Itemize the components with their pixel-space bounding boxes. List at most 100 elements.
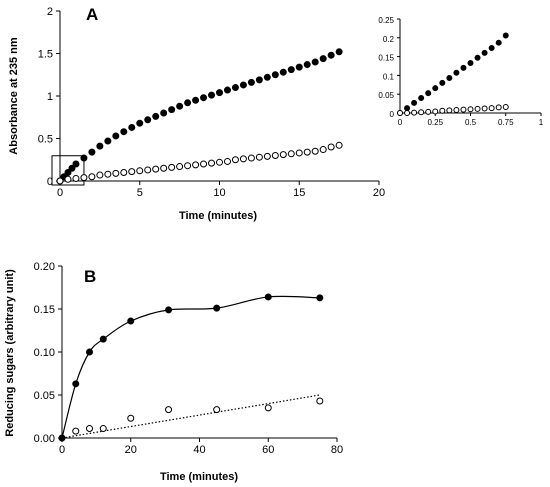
panel-a-inset-filled-point <box>453 69 460 76</box>
panel-a-open-point <box>80 174 88 182</box>
panel-b-open-point <box>99 425 107 433</box>
panel-a-inset-y-tick-label: 0.2 <box>383 35 395 44</box>
panel-a-letter: A <box>86 5 98 24</box>
panel-a-filled-point <box>295 63 303 71</box>
panel-a-open-point <box>72 174 80 182</box>
panel-b-y-tick-label: 0.05 <box>34 390 55 402</box>
panel-a-filled-point <box>192 96 200 104</box>
panel-a-open-point <box>255 153 263 161</box>
panel-a-inset-open-point <box>474 105 481 112</box>
panel-a-inset-y-tick-label: 0 <box>390 110 395 119</box>
panel-a-filled-point <box>72 160 80 168</box>
panel-a-inset-x-tick-label: 0.5 <box>465 118 477 127</box>
panel-b-open-point <box>316 397 324 405</box>
panel-b-x-tick-label: 0 <box>59 444 65 456</box>
panel-a-inset-filled-point <box>474 54 481 61</box>
panel-a-inset-filled-point <box>418 94 425 101</box>
panel-a-open-point <box>327 143 335 151</box>
panel-a-open-point <box>231 156 239 164</box>
panel-a-inset-chart: 0 0.25 0.5 0.75 1 0 0.05 0.1 0.15 0.2 0.25 <box>378 16 543 127</box>
panel-a-filled-point <box>279 68 287 76</box>
panel-a-filled-point <box>128 123 136 131</box>
panel-b-open-point <box>264 404 272 412</box>
panel-b-data-points <box>58 293 324 442</box>
panel-a-inset-x-tick-label: 0.75 <box>498 118 514 127</box>
panel-a-open-point <box>128 168 136 176</box>
panel-a-open-point <box>216 158 223 166</box>
panel-b-open-point <box>127 414 135 422</box>
panel-a-inset-open-point <box>397 110 403 116</box>
panel-a-open-point <box>176 163 184 171</box>
panel-a-open-point <box>223 157 231 165</box>
panel-a-inset-open-point <box>432 108 439 115</box>
panel-a-inset-filled-point <box>432 85 439 92</box>
panel-a-inset-y-tick-label: 0.1 <box>383 72 395 81</box>
panel-a-inset-filled-point <box>488 44 495 51</box>
panel-a-filled-point <box>176 102 184 110</box>
panel-a-filled-point <box>327 51 335 59</box>
panel-a-filled-point <box>216 89 223 97</box>
panel-a-inset-open-point <box>439 107 446 114</box>
panel-a-open-point <box>112 169 120 177</box>
panel-a-filled-point <box>104 137 112 145</box>
panel-a-filled-point <box>112 132 120 140</box>
panel-a-filled-point <box>68 164 76 172</box>
panel-a-inset-filled-point <box>467 59 474 66</box>
panel-a-open-point <box>136 167 144 175</box>
panel-a-inset-filled-point <box>495 39 502 46</box>
panel-b-x-tick-label: 20 <box>125 444 137 456</box>
panel-b-y-tick-label: 0.15 <box>34 304 55 316</box>
panel-a-chart: A 0 5 10 15 20 0 0.5 1 1.5 2 Time (minutes) Absor… <box>8 5 385 222</box>
panel-a-open-point <box>96 171 104 179</box>
panel-a-open-point <box>160 164 168 172</box>
panel-b-filled-point <box>99 335 107 343</box>
panel-a-inset-y-tick-label: 0.25 <box>378 16 394 25</box>
panel-a-inset-filled-point <box>404 105 411 112</box>
panel-a-filled-point <box>208 91 216 99</box>
panel-a-open-point <box>303 148 311 156</box>
panel-b-axes <box>58 265 338 442</box>
panel-a-filled-point <box>96 142 104 150</box>
panel-b-y-axis-label: Reducing sugars (arbitrary unit) <box>4 269 16 437</box>
panel-b-filled-point <box>264 293 272 301</box>
panel-b-x-tick-label: 60 <box>262 444 274 456</box>
panel-b-filled-point <box>127 317 135 325</box>
panel-b-open-point <box>86 425 93 433</box>
panel-a-inset-x-tick-label: 0.25 <box>427 118 443 127</box>
panel-a-open-point <box>335 141 343 149</box>
panel-a-y-tick-label: 0.5 <box>38 134 53 146</box>
panel-a-filled-point <box>160 109 168 117</box>
panel-b-open-point <box>165 406 173 414</box>
panel-a-filled-point <box>239 81 247 89</box>
panel-a-open-point <box>247 154 255 162</box>
panel-a-filled-point <box>200 94 208 102</box>
panel-a-inset-data-points <box>397 32 509 116</box>
panel-a-open-point <box>200 160 208 168</box>
panel-a-inset-open-point <box>418 109 425 116</box>
panel-a-inset-axes <box>397 18 542 116</box>
panel-a-inset-y-tick-label: 0.15 <box>378 54 394 63</box>
panel-a-open-point <box>120 169 128 176</box>
panel-a-inset-filled-point <box>460 64 467 71</box>
panel-a-zoom-box <box>51 155 85 186</box>
panel-a-inset-y-tick-label: 0.05 <box>378 91 394 100</box>
panel-a-open-point <box>208 159 216 167</box>
panel-a-inset-open-point <box>488 105 495 112</box>
panel-a-filled-point <box>136 119 144 127</box>
panel-a-tick-labels: 0 5 10 15 20 0 0.5 1 1.5 2 <box>38 6 385 199</box>
panel-a-open-point <box>144 166 152 174</box>
panel-a-open-point <box>168 163 176 171</box>
panel-a-open-point <box>263 152 271 160</box>
panel-a-inset-filled-point <box>446 75 453 82</box>
panel-a-inset-open-point <box>502 103 509 110</box>
panel-b-tick-labels: 0 20 40 60 80 0.00 0.05 0.10 0.15 0.20 <box>34 261 344 456</box>
panel-a-open-point <box>319 146 327 154</box>
panel-a-filled-point <box>64 169 72 176</box>
panel-a-y-axis-label: Absorbance at 235 nm <box>8 37 20 155</box>
panel-a-filled-point <box>263 73 271 81</box>
panel-a-inset-open-point <box>460 106 467 113</box>
panel-a-inset-open-point <box>411 109 418 116</box>
panel-b-open-point <box>72 427 80 435</box>
panel-b-chart: B 0 20 40 60 80 0.00 0.05 0.10 0.15 0.20 Time (mi… <box>4 261 343 483</box>
